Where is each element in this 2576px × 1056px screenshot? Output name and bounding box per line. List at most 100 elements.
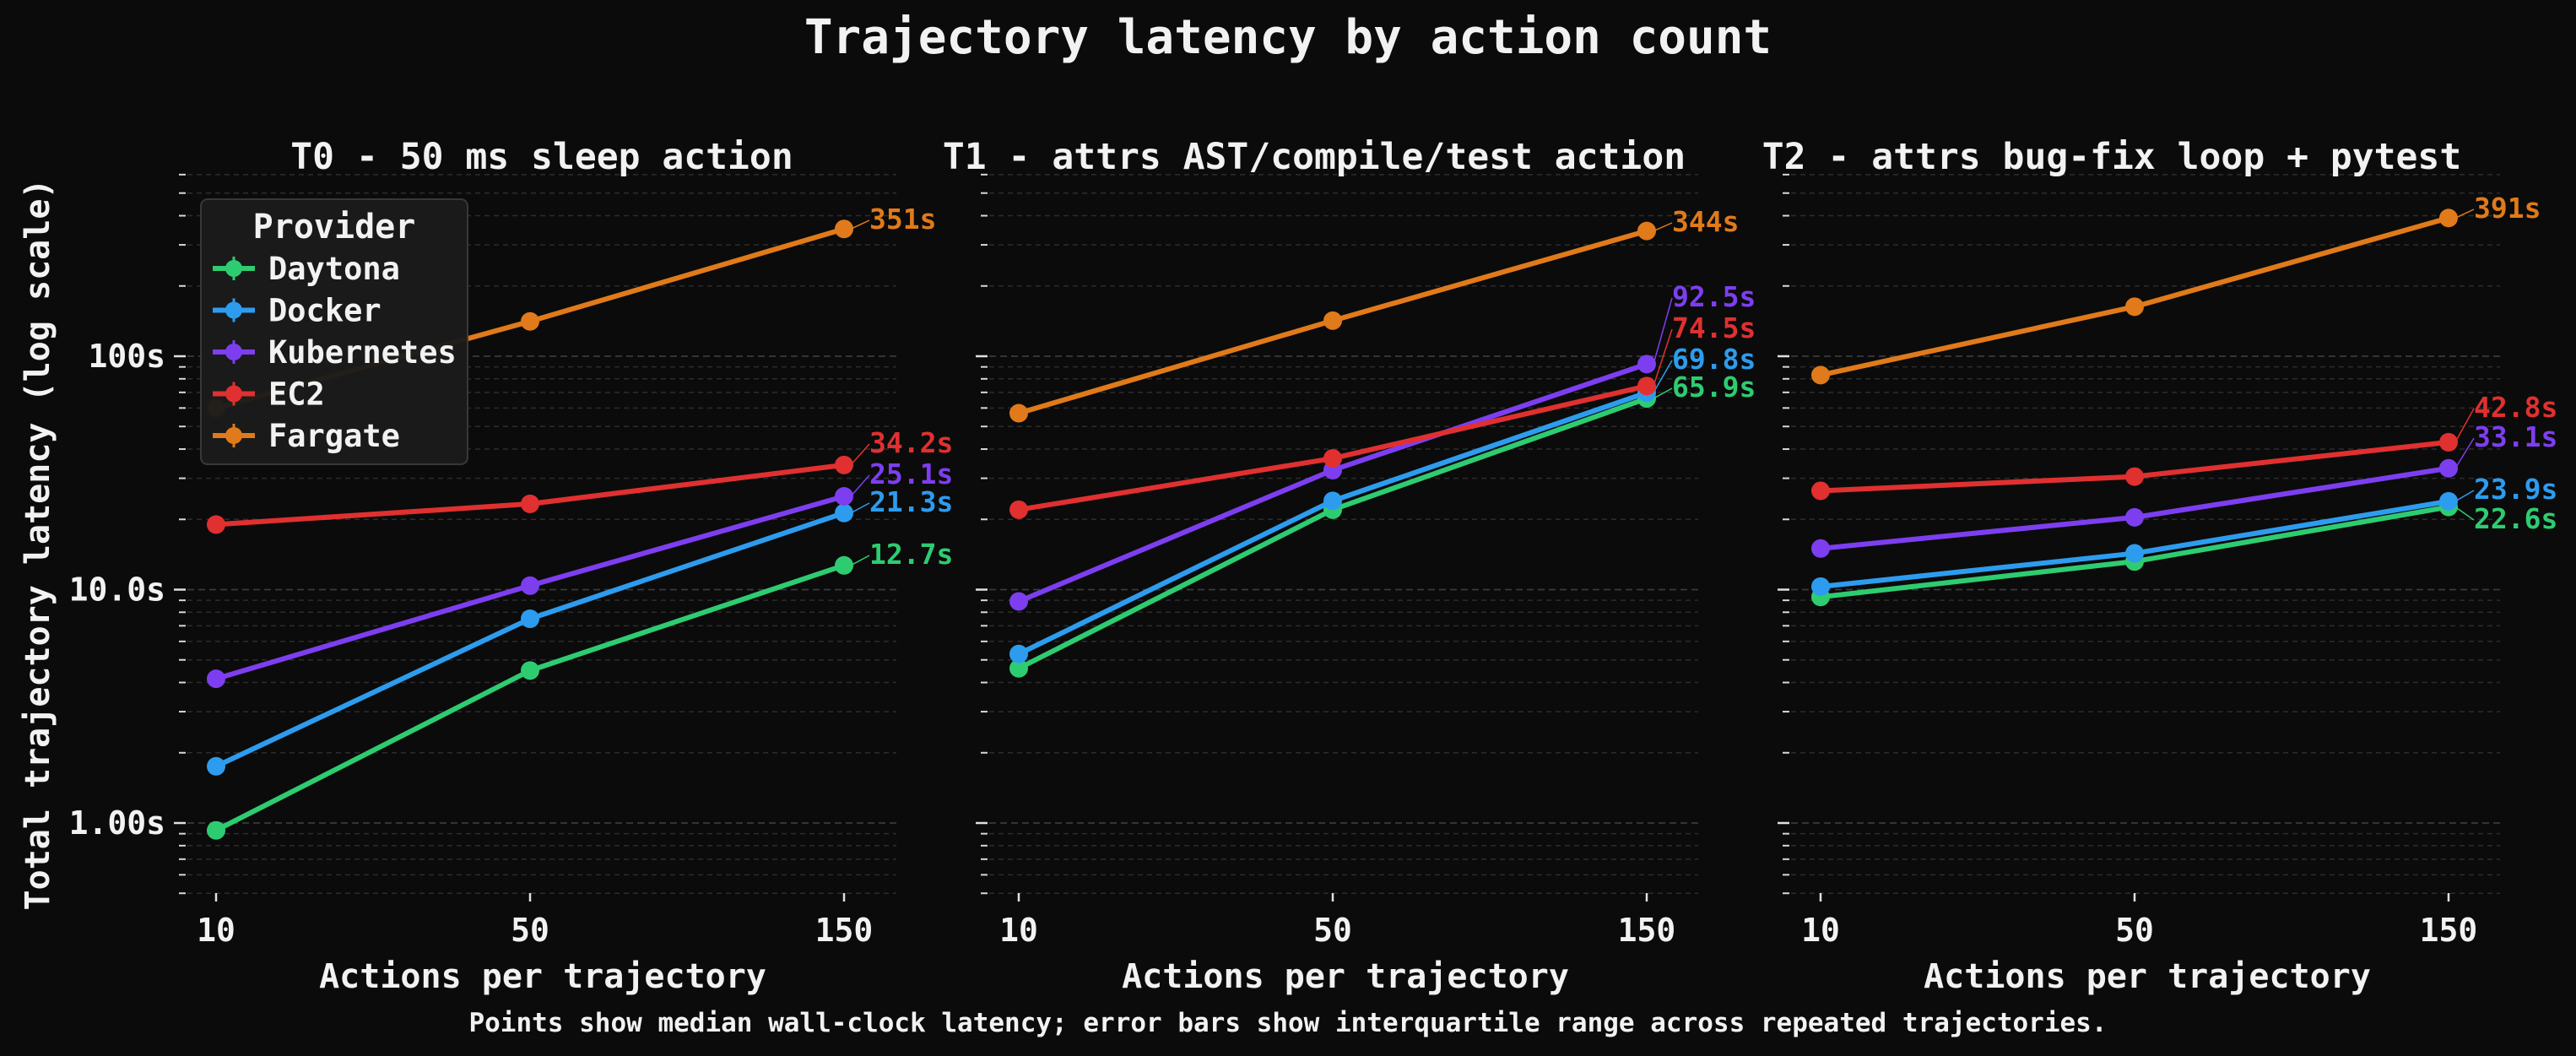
x-tick-label: 50 bbox=[511, 912, 549, 949]
data-point bbox=[1009, 403, 1028, 423]
end-label: 69.8s bbox=[1672, 343, 1756, 376]
end-label-leader bbox=[2454, 208, 2475, 219]
series-ec2: 34.2s bbox=[207, 426, 953, 534]
end-label: 21.3s bbox=[869, 485, 953, 518]
legend-title: Provider bbox=[253, 208, 416, 246]
end-label-leader bbox=[1653, 297, 1673, 365]
end-label: 74.5s bbox=[1672, 311, 1756, 344]
data-point bbox=[1009, 592, 1028, 611]
panel-title: T0 - 50 ms sleep action bbox=[290, 136, 793, 178]
end-label: 92.5s bbox=[1672, 280, 1756, 313]
end-label-leader bbox=[2454, 506, 2475, 521]
x-tick-label: 150 bbox=[815, 912, 874, 949]
data-point bbox=[1009, 500, 1028, 519]
data-point bbox=[2125, 467, 2144, 486]
end-label-leader bbox=[1653, 387, 1673, 399]
y-axis-label: Total trajectory latency (log scale) bbox=[19, 179, 57, 911]
end-label: 65.9s bbox=[1672, 371, 1756, 403]
data-point bbox=[2125, 507, 2144, 527]
x-tick-label: 150 bbox=[2420, 912, 2478, 949]
panel-title: T2 - attrs bug-fix loop + pytest bbox=[1762, 136, 2461, 178]
data-point bbox=[1811, 481, 1830, 501]
data-point bbox=[2439, 458, 2458, 478]
end-label-leader bbox=[2454, 408, 2475, 443]
end-label: 42.8s bbox=[2474, 391, 2557, 424]
end-label-leader bbox=[1653, 222, 1673, 232]
end-label: 12.7s bbox=[869, 538, 953, 571]
end-label: 351s bbox=[869, 203, 936, 236]
legend: Provider Daytona Docker Kubernetes EC2 Fargat… bbox=[200, 198, 468, 465]
data-point bbox=[1811, 539, 1830, 558]
data-point bbox=[521, 576, 539, 595]
x-tick-label: 10 bbox=[999, 912, 1038, 949]
end-label: 23.9s bbox=[2474, 473, 2557, 506]
x-axis-label: Actions per trajectory bbox=[1122, 957, 1569, 996]
series-docker: 23.9s bbox=[1811, 473, 2557, 596]
legend-box bbox=[200, 198, 468, 465]
series-line bbox=[1017, 361, 1648, 604]
data-point bbox=[835, 219, 853, 239]
x-axis-label: Actions per trajectory bbox=[319, 957, 766, 996]
legend-label: Daytona bbox=[268, 251, 400, 287]
end-label-leader bbox=[2454, 437, 2475, 469]
y-tick-label: 1.00s bbox=[69, 804, 165, 842]
data-point bbox=[521, 494, 539, 513]
series-line bbox=[214, 562, 845, 833]
panel-title: T1 - attrs AST/compile/test action bbox=[943, 136, 1686, 178]
end-label: 344s bbox=[1672, 205, 1739, 238]
figure-caption: Points show median wall-clock latency; e… bbox=[468, 1008, 2107, 1038]
legend-swatch-marker bbox=[225, 260, 242, 277]
series-daytona: 65.9s bbox=[1009, 371, 1756, 678]
x-tick-label: 10 bbox=[1801, 912, 1840, 949]
end-label-leader bbox=[850, 555, 870, 566]
data-point bbox=[1009, 644, 1028, 663]
data-point bbox=[2125, 544, 2144, 563]
data-point bbox=[2439, 208, 2458, 228]
figure-title: Trajectory latency by action count bbox=[804, 10, 1772, 65]
panel-2: 10 50 150 T2 - attrs bug-fix loop + pytest A… bbox=[1762, 136, 2558, 996]
data-point bbox=[207, 669, 225, 689]
data-point bbox=[207, 820, 225, 840]
x-tick-label: 50 bbox=[2115, 912, 2154, 949]
x-tick-label: 150 bbox=[1618, 912, 1676, 949]
series-fargate: 344s bbox=[1009, 205, 1739, 423]
end-label-leader bbox=[1653, 328, 1673, 387]
series-kubernetes: 33.1s bbox=[1811, 420, 2557, 558]
data-point bbox=[835, 503, 853, 523]
data-point bbox=[1637, 221, 1656, 241]
data-point bbox=[1009, 658, 1028, 678]
panel-0: 1.00s 10.0s 100s 10 50 150 T0 - 50 ms sleep ac… bbox=[69, 136, 954, 996]
end-label: 22.6s bbox=[2474, 502, 2557, 535]
end-label: 34.2s bbox=[869, 426, 953, 459]
legend-swatch-marker bbox=[225, 385, 242, 403]
x-axis-label: Actions per trajectory bbox=[1924, 957, 2371, 996]
data-point bbox=[2125, 297, 2144, 317]
series-line bbox=[1018, 383, 1648, 512]
data-point bbox=[1637, 355, 1656, 374]
panels: 1.00s 10.0s 100s 10 50 150 T0 - 50 ms sleep ac… bbox=[69, 136, 2558, 996]
data-point bbox=[521, 661, 539, 680]
legend-swatch-marker bbox=[225, 344, 242, 360]
y-tick-label: 10.0s bbox=[69, 571, 165, 609]
data-point bbox=[835, 455, 853, 474]
series-line bbox=[1017, 396, 1648, 671]
series-fargate: 391s bbox=[1811, 192, 2541, 385]
series-docker: 69.8s bbox=[1009, 343, 1756, 663]
data-point bbox=[835, 555, 853, 575]
legend-label: Docker bbox=[268, 293, 382, 329]
series-line bbox=[1820, 215, 2449, 378]
series-line bbox=[214, 510, 845, 769]
data-point bbox=[1323, 491, 1342, 511]
legend-swatch-marker bbox=[225, 301, 242, 319]
series-ec2: 42.8s bbox=[1811, 391, 2557, 501]
end-label: 391s bbox=[2474, 192, 2541, 225]
x-tick-label: 50 bbox=[1313, 912, 1352, 949]
end-label-leader bbox=[850, 443, 870, 466]
legend-swatch-marker bbox=[225, 427, 242, 444]
end-label-leader bbox=[1653, 360, 1673, 393]
series-kubernetes: 25.1s bbox=[207, 458, 953, 689]
series-docker: 21.3s bbox=[207, 485, 953, 776]
data-point bbox=[1323, 311, 1342, 330]
end-label: 33.1s bbox=[2474, 420, 2557, 453]
